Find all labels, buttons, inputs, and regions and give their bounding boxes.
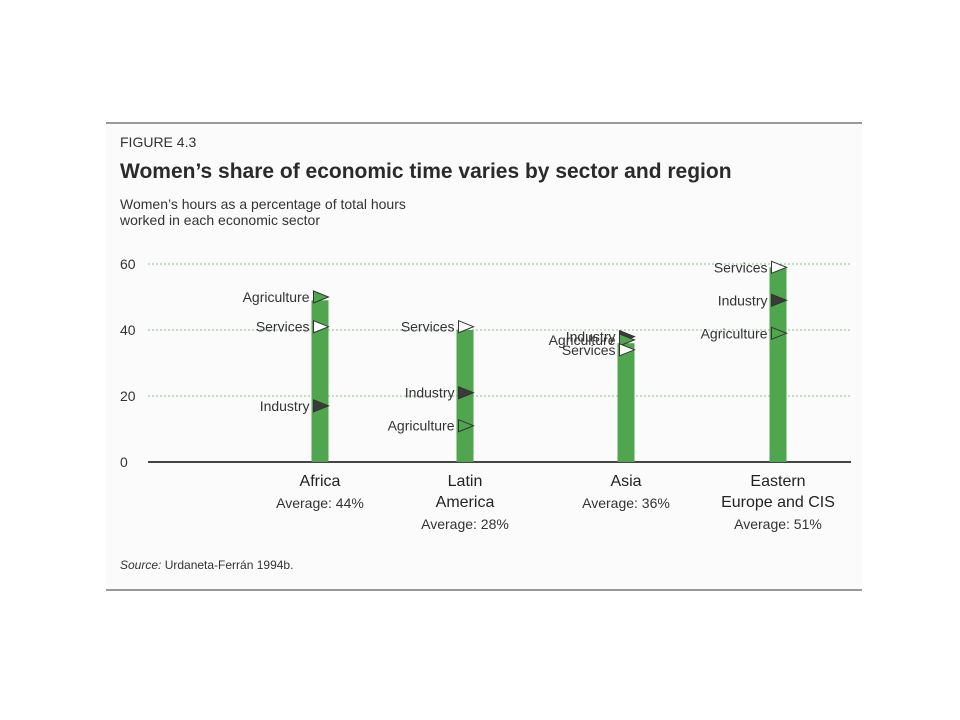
y-tick-label: 60 (120, 256, 136, 272)
figure-title: Women’s share of economic time varies by… (120, 160, 732, 183)
sector-label: Services (256, 319, 310, 335)
sector-marker (619, 333, 636, 347)
sector-marker (313, 319, 330, 334)
sector-label: Services (401, 319, 455, 335)
bar (311, 300, 329, 462)
figure-subtitle: Women’s hours as a percentage of total h… (120, 196, 406, 228)
sector-label: Agriculture (388, 418, 455, 434)
sector-marker (313, 399, 330, 413)
bar-chart: 0204060AgricultureServicesIndustryServic… (120, 256, 851, 532)
category-label: Latin (448, 473, 483, 490)
subtitle-line-1: Women’s hours as a percentage of total h… (120, 196, 406, 212)
category-label: America (436, 494, 495, 511)
y-tick-label: 0 (120, 454, 128, 470)
average-label: Average: 51% (734, 516, 822, 532)
figure-source: Source: Urdaneta-Ferrán 1994b. (120, 558, 293, 572)
sector-marker (619, 343, 636, 357)
y-tick-label: 20 (120, 388, 136, 404)
sector-marker (458, 418, 475, 433)
sector-label: Services (714, 259, 768, 275)
category-label: Europe and CIS (721, 494, 835, 511)
bar (769, 267, 787, 462)
category-label: Asia (610, 473, 641, 490)
average-label: Average: 44% (276, 495, 364, 511)
sector-label: Services (562, 342, 616, 358)
sector-label: Agriculture (701, 325, 768, 341)
source-prefix: Source: (120, 558, 162, 572)
sector-marker (771, 260, 788, 275)
sector-label: Industry (566, 329, 616, 345)
sector-marker (771, 326, 788, 341)
y-tick-label: 40 (120, 322, 136, 338)
sector-label: Industry (260, 398, 310, 414)
subtitle-line-2: worked in each economic sector (120, 212, 320, 228)
sector-label: Agriculture (243, 289, 310, 305)
category-label: Africa (300, 473, 341, 490)
sector-marker (458, 319, 475, 334)
category-label: Eastern (750, 473, 805, 490)
sector-label: Agriculture (549, 332, 616, 348)
figure-label: FIGURE 4.3 (120, 134, 197, 150)
average-label: Average: 36% (582, 495, 670, 511)
bar (617, 343, 635, 462)
sector-marker (458, 385, 475, 400)
sector-marker (771, 293, 788, 308)
sector-marker (313, 290, 330, 304)
figure-panel: FIGURE 4.3 Women’s share of economic tim… (106, 122, 862, 591)
sector-label: Industry (405, 385, 455, 401)
average-label: Average: 28% (421, 516, 509, 532)
source-text: Urdaneta-Ferrán 1994b. (161, 558, 294, 572)
sector-label: Industry (718, 292, 768, 308)
